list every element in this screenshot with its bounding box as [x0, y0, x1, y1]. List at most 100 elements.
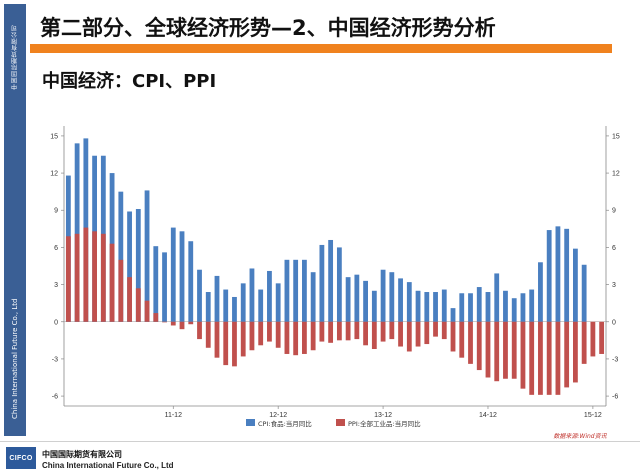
ppi-bar [424, 321, 430, 345]
footer-company-cn: 中国国际期货有限公司 [42, 450, 122, 459]
cpi-bar [520, 293, 526, 322]
ppi-bar [380, 321, 386, 342]
ppi-bar [555, 321, 561, 395]
chart-container: 15 15 12 12 9 9 6 6 3 3 0 0 -3 -3 -6 -6 11-12 12-12 13-12 1… [40, 120, 640, 440]
ppi-bar [459, 321, 465, 358]
cpi-bar [354, 274, 360, 322]
cpi-bar [319, 244, 325, 322]
ppi-bar [336, 321, 342, 341]
ppi-bar [363, 321, 368, 346]
cpi-bar [328, 239, 334, 322]
cpi-bar [267, 270, 272, 322]
ppi-bar [564, 321, 570, 388]
cpi-bar [389, 272, 395, 322]
slide-title: 第二部分、全球经济形势—2、中国经济形势分析 [40, 16, 496, 40]
ppi-bar [249, 321, 255, 351]
y-tick-label-left: -6 [52, 394, 58, 401]
ppi-bar [529, 321, 535, 395]
cpi-bar [380, 269, 386, 322]
ppi-bar [415, 321, 421, 347]
ppi-bar [214, 321, 220, 358]
ppi-bar [450, 321, 456, 352]
cpi-bar [371, 290, 377, 322]
cpi-bar [476, 287, 482, 322]
y-tick-label-left: 12 [50, 171, 58, 178]
footer-company-en: China International Future Co., Ltd [42, 461, 174, 470]
y-tick-label-right: 9 [612, 208, 616, 215]
ppi-bar [118, 259, 124, 322]
cpi-bar [424, 292, 430, 322]
ppi-bar [476, 321, 482, 371]
cpi-bar [459, 293, 465, 322]
cpi-bar [363, 280, 368, 322]
ppi-bar [503, 321, 508, 379]
source-note: 数据来源:Wind资讯 [553, 432, 607, 440]
ppi-bar [65, 236, 71, 322]
ppi-bar [74, 233, 80, 322]
cpi-bar [302, 259, 307, 322]
chart-legend: CPI:食品:当月同比 PPI:全部工业品:当月同比 [246, 419, 421, 428]
ppi-bar [371, 321, 377, 350]
cpi-bar [197, 269, 202, 322]
ppi-bar [284, 321, 290, 354]
sidebar-band: 中国国际期货有限公司 China International Future Co… [4, 4, 26, 436]
cpi-bar [170, 227, 176, 322]
legend-label-cpi: CPI:食品:当月同比 [258, 419, 312, 428]
ppi-bar [135, 288, 141, 322]
ppi-bar [153, 313, 159, 322]
x-tick-label: 12-12 [269, 412, 287, 419]
ppi-bar [92, 231, 97, 322]
ppi-bar [188, 321, 194, 325]
cpi-bar [232, 296, 237, 322]
cpi-bar [214, 275, 220, 322]
y-tick-label-right: 6 [612, 245, 616, 252]
ppi-bar [310, 321, 316, 351]
y-tick-label-left: 0 [54, 319, 58, 326]
ppi-bar [127, 277, 132, 322]
cpi-bar [118, 191, 124, 322]
y-tick-label-left: 3 [54, 282, 58, 289]
y-tick-label-right: 0 [612, 319, 616, 326]
y-tick-label-right: -6 [612, 394, 618, 401]
ppi-bar [275, 321, 281, 348]
cpi-bar [546, 230, 552, 322]
ppi-bar [232, 321, 237, 367]
ppi-bar [485, 321, 491, 378]
cpi-bar [179, 231, 185, 322]
sidebar-company-cn: 中国国际期货有限公司 [11, 25, 19, 91]
cpi-bar [345, 277, 351, 322]
ppi-bar [223, 321, 229, 366]
ppi-bar [179, 321, 185, 330]
ppi-bar [441, 321, 447, 340]
x-tick-label: 14-12 [479, 412, 497, 419]
cpi-bar [135, 209, 141, 322]
legend-swatch-ppi [336, 419, 345, 426]
cpi-ppi-chart: 15 15 12 12 9 9 6 6 3 3 0 0 -3 -3 -6 -6 11-12 12-12 13-12 1… [50, 126, 620, 440]
cpi-bar [398, 278, 403, 322]
ppi-bar [328, 321, 334, 343]
ppi-bar [520, 321, 526, 389]
ppi-bar [144, 300, 150, 322]
ppi-bar [267, 321, 272, 342]
ppi-bar [494, 321, 500, 382]
cpi-bar [284, 259, 290, 322]
ppi-bar [581, 321, 587, 364]
chart-labels: 15 15 12 12 9 9 6 6 3 3 0 0 -3 -3 -6 -6 11-12 12-12 13-12 1… [50, 133, 620, 419]
chart-bars [65, 138, 605, 395]
cpi-bar [450, 308, 456, 322]
cpi-bar [275, 283, 281, 322]
cpi-bar [441, 289, 447, 322]
cpi-bar [336, 247, 342, 322]
ppi-bar [354, 321, 360, 340]
ppi-bar [240, 321, 246, 357]
y-tick-label-right: 3 [612, 282, 616, 289]
x-tick-label: 11-12 [165, 412, 182, 419]
cpi-bar [468, 293, 473, 322]
ppi-bar [468, 321, 473, 364]
slide-subtitle: 中国经济：CPI、PPI [42, 71, 217, 92]
ppi-bar [162, 321, 167, 323]
ppi-bar [398, 321, 403, 347]
company-logo: CIFCO [6, 447, 36, 469]
ppi-bar [302, 321, 307, 354]
cpi-bar [511, 298, 517, 322]
